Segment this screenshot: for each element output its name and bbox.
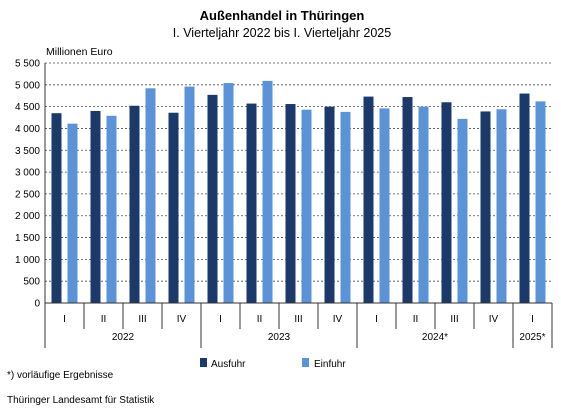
x-tick-label: I bbox=[531, 314, 534, 325]
axes: 0 500 1 000 1 500 2 000 2 500 3 000 3 500 4 000 4… bbox=[15, 59, 553, 348]
source-note: Thüringer Landesamt für Statistik bbox=[7, 395, 155, 406]
bar-ausfuhr bbox=[363, 96, 374, 303]
legend-label-einfuhr: Einfuhr bbox=[314, 359, 346, 370]
year-label: 2025* bbox=[519, 332, 545, 343]
x-tick-label: I bbox=[375, 314, 378, 325]
footnote: *) vorläufige Ergebnisse bbox=[7, 370, 114, 381]
legend-swatch-einfuhr bbox=[302, 358, 309, 367]
bar-einfuhr bbox=[223, 83, 234, 303]
y-tick-label: 3 500 bbox=[15, 146, 40, 157]
bar-ausfuhr bbox=[51, 113, 62, 303]
y-tick-label: 1 000 bbox=[15, 255, 40, 266]
bar-einfuhr bbox=[301, 109, 312, 303]
bar-einfuhr bbox=[418, 106, 429, 304]
y-tick-label: 3 000 bbox=[15, 168, 40, 179]
year-label: 2023 bbox=[268, 332, 291, 343]
year-label: 2024* bbox=[422, 332, 448, 343]
x-tick-label: I bbox=[63, 314, 66, 325]
gridlines bbox=[45, 62, 552, 282]
bar-ausfuhr bbox=[519, 93, 530, 303]
bar-ausfuhr bbox=[441, 102, 452, 303]
x-tick-label: I bbox=[219, 314, 222, 325]
x-tick-label: IV bbox=[177, 314, 187, 325]
bar-einfuhr bbox=[184, 86, 195, 304]
x-tick-label: IV bbox=[333, 314, 343, 325]
bar-ausfuhr bbox=[285, 104, 296, 303]
x-tick-label: IV bbox=[489, 314, 499, 325]
chart-subtitle: I. Vierteljahr 2022 bis I. Vierteljahr 2… bbox=[173, 26, 391, 40]
bar-einfuhr bbox=[535, 101, 546, 304]
bar-einfuhr bbox=[457, 118, 468, 303]
bar-einfuhr bbox=[145, 88, 156, 304]
bar-einfuhr bbox=[67, 123, 78, 304]
legend-swatch-ausfuhr bbox=[200, 358, 207, 367]
bar-ausfuhr bbox=[129, 105, 140, 303]
x-tick-label: II bbox=[257, 314, 263, 325]
bar-ausfuhr bbox=[402, 97, 413, 303]
x-tick-label: III bbox=[450, 314, 458, 325]
legend-label-ausfuhr: Ausfuhr bbox=[211, 359, 246, 370]
x-tick-label: III bbox=[138, 314, 146, 325]
y-tick-label: 4 500 bbox=[15, 102, 40, 113]
bar-ausfuhr bbox=[480, 111, 491, 303]
y-tick-label: 1 500 bbox=[15, 233, 40, 244]
bar-einfuhr bbox=[496, 109, 507, 303]
bar-einfuhr bbox=[106, 115, 117, 303]
y-tick-label: 0 bbox=[34, 299, 40, 310]
y-tick-label: 5 500 bbox=[15, 59, 40, 70]
chart-title: Außenhandel in Thüringen bbox=[200, 8, 365, 23]
bar-einfuhr bbox=[379, 108, 390, 303]
bar-ausfuhr bbox=[90, 111, 101, 303]
y-tick-label: 5 000 bbox=[15, 80, 40, 91]
bar-einfuhr bbox=[340, 111, 351, 303]
x-tick-label: III bbox=[294, 314, 302, 325]
bar-ausfuhr bbox=[324, 106, 335, 304]
bar-ausfuhr bbox=[207, 94, 218, 303]
bar-ausfuhr bbox=[246, 103, 257, 303]
y-tick-label: 4 000 bbox=[15, 124, 40, 135]
x-tick-label: II bbox=[101, 314, 107, 325]
bar-einfuhr bbox=[262, 80, 273, 304]
legend: Ausfuhr Einfuhr bbox=[200, 358, 346, 370]
bar-ausfuhr bbox=[168, 112, 179, 303]
y-tick-label: 2 000 bbox=[15, 211, 40, 222]
year-label: 2022 bbox=[112, 332, 135, 343]
bars bbox=[51, 80, 546, 304]
y-axis-label: Millionen Euro bbox=[46, 46, 113, 58]
y-tick-label: 2 500 bbox=[15, 189, 40, 200]
y-tick-label: 500 bbox=[23, 277, 40, 288]
x-tick-label: II bbox=[413, 314, 419, 325]
